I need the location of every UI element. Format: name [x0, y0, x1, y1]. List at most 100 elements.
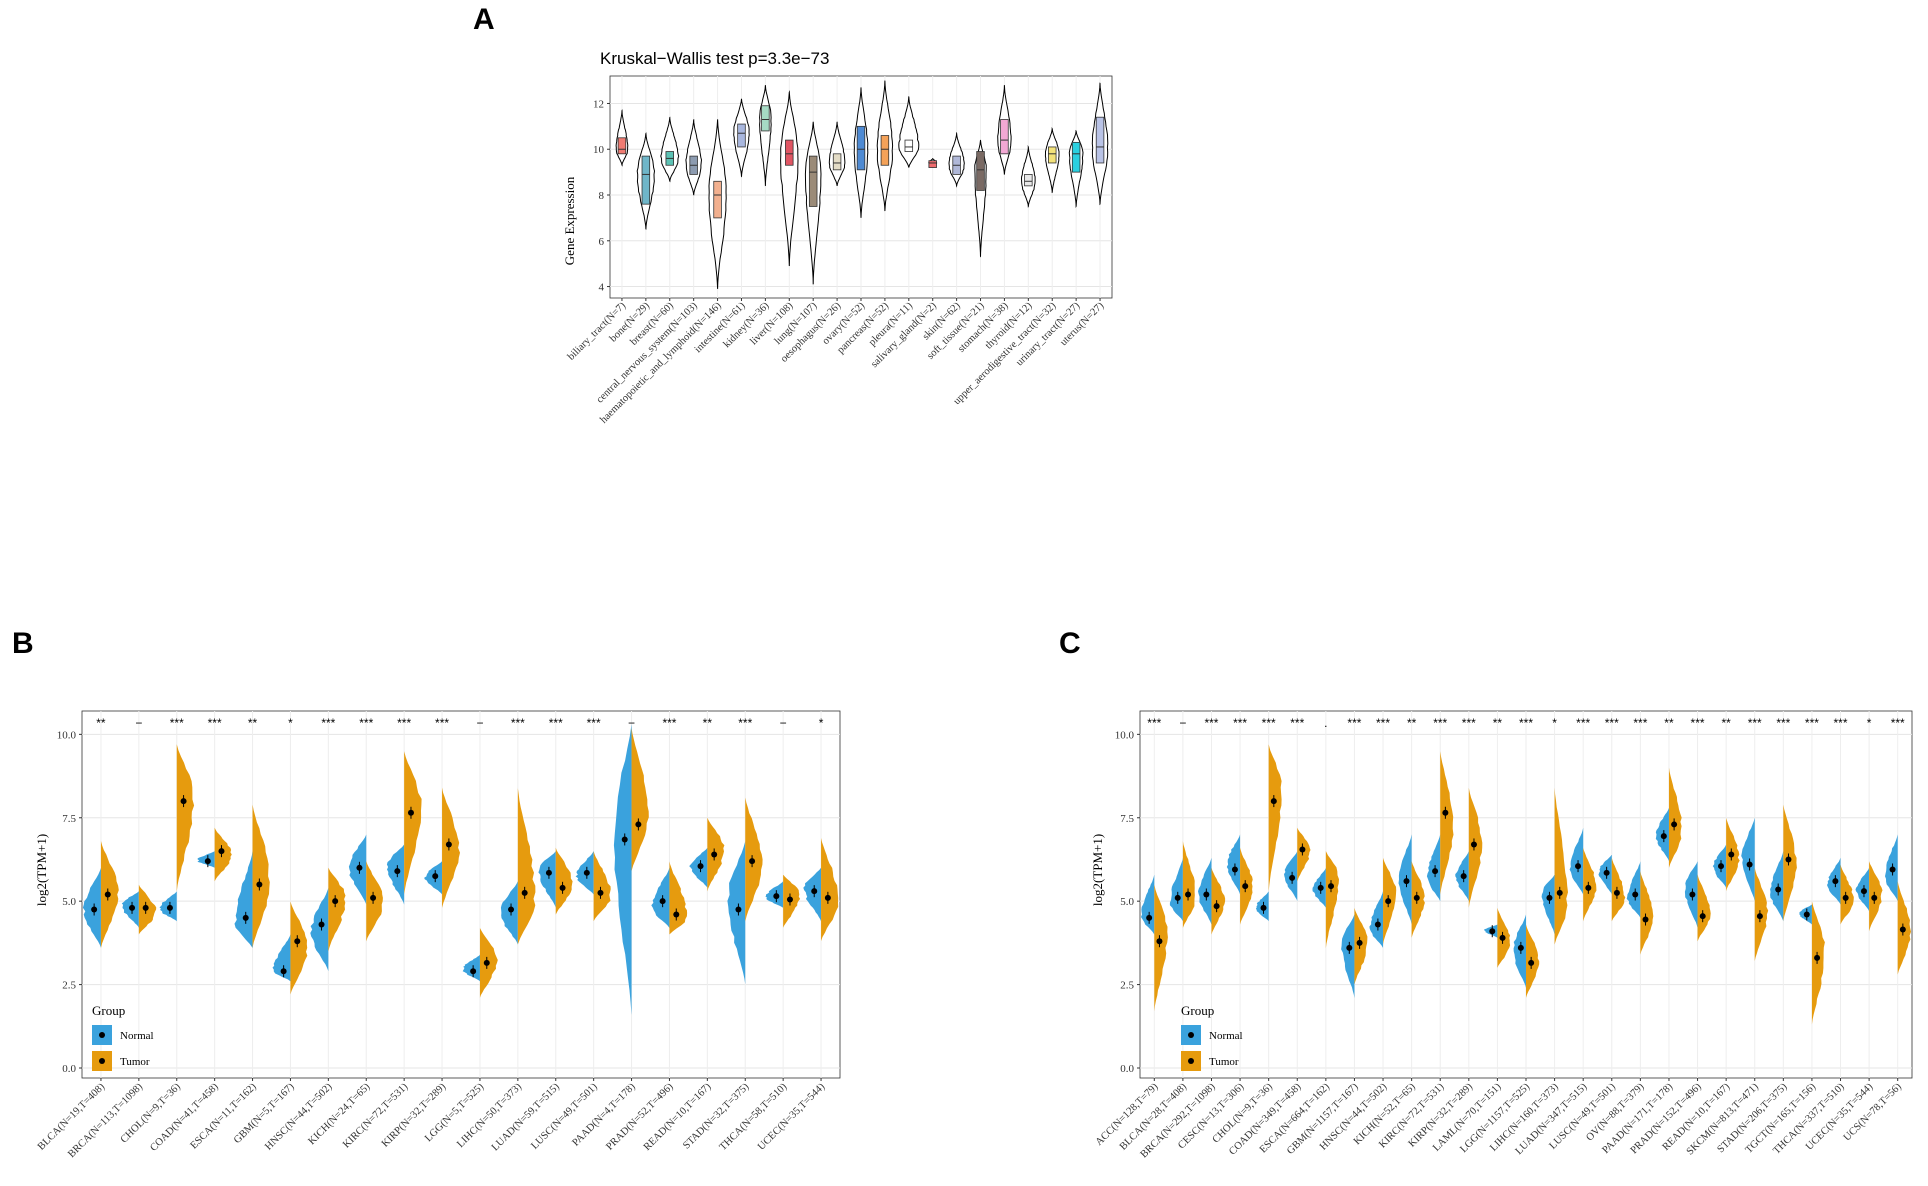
box: [880, 135, 890, 166]
median-point-normal: [280, 968, 287, 975]
box: [904, 139, 914, 152]
significance-label: **: [248, 716, 258, 730]
median-point-tumor: [1785, 856, 1792, 863]
violin-tumor: [404, 751, 422, 895]
median-point-tumor: [559, 884, 566, 891]
violin-tumor: [1354, 907, 1368, 985]
x-tick-label: READ(N=10,T=167): [642, 1081, 714, 1153]
significance-label: ***: [1891, 716, 1905, 730]
significance-label: ***: [435, 716, 449, 730]
violin-normal: [1741, 817, 1755, 902]
median-point-tumor: [597, 889, 604, 896]
median-point-tumor: [294, 938, 301, 945]
significance-label: ***: [397, 716, 411, 730]
median-point-tumor: [332, 898, 339, 905]
violin-normal: [727, 841, 746, 985]
chart-a-title: Kruskal−Wallis test p=3.3e−73: [600, 49, 829, 68]
y-tick-label: 10: [593, 144, 605, 156]
box: [1095, 116, 1105, 164]
chart-b-ylabel: log2(TPM+1): [34, 834, 49, 906]
box: [1048, 146, 1057, 164]
median-point-tumor: [1556, 889, 1563, 896]
median-point-normal: [204, 858, 211, 865]
median-point-tumor: [1756, 913, 1763, 920]
significance-label: **: [96, 716, 106, 730]
y-tick-label: 10.0: [1115, 729, 1135, 741]
median-point-normal: [1432, 868, 1439, 875]
legend: Group Normal Tumor: [92, 1003, 154, 1071]
significance-label: **: [1664, 716, 1674, 730]
median-point-normal: [1803, 911, 1810, 918]
significance-label: ***: [1805, 716, 1819, 730]
median-point-normal: [1460, 873, 1467, 880]
median-point-tumor: [218, 848, 225, 855]
median-point-tumor: [1728, 851, 1735, 858]
y-tick-label: 2.5: [1120, 980, 1134, 992]
median-point-tumor: [1842, 894, 1849, 901]
median-point-normal: [811, 888, 818, 895]
violin-normal: [613, 724, 632, 1015]
median-point-normal: [1775, 886, 1782, 893]
median-point-normal: [1231, 866, 1238, 873]
legend-key-dot: [1188, 1032, 1194, 1038]
violin-normal: [386, 844, 405, 905]
median-point-tumor: [1270, 798, 1277, 805]
box: [1000, 119, 1009, 155]
panel-label-b: B: [12, 627, 34, 660]
box: [785, 139, 794, 166]
legend-label: Normal: [1209, 1030, 1243, 1042]
y-tick-label: 7.5: [62, 813, 76, 825]
violin-normal: [1541, 874, 1555, 935]
median-point-normal: [773, 893, 780, 900]
legend-label: Tumor: [1209, 1056, 1239, 1068]
y-tick-label: 0.0: [1120, 1063, 1134, 1075]
x-tick-label: BLCA(N=19,T=408): [36, 1081, 108, 1153]
significance-label: **: [703, 716, 713, 730]
significance-label: **: [1721, 716, 1731, 730]
significance-label: *: [288, 716, 293, 730]
box: [856, 125, 866, 171]
violin-tumor: [214, 827, 232, 882]
significance-label: ***: [1633, 716, 1647, 730]
chart-c-ylabel: log2(TPM+1): [1090, 834, 1105, 906]
median-point-tumor: [711, 851, 718, 858]
median-point-normal: [735, 906, 742, 913]
violin-tumor: [252, 804, 270, 948]
significance-label: ***: [1576, 716, 1590, 730]
median-point-tumor: [1299, 846, 1306, 853]
median-point-tumor: [1899, 926, 1906, 933]
median-point-normal: [1546, 894, 1553, 901]
significance-label: *: [1552, 716, 1557, 730]
median-point-normal: [545, 869, 552, 876]
violin-tumor: [290, 901, 308, 995]
violin-tumor: [176, 744, 195, 892]
significance-label: ***: [1376, 716, 1390, 730]
violin-tumor: [1811, 901, 1825, 1025]
violin-tumor: [1440, 751, 1454, 895]
x-tick-label: BRCA(N=113,T=1098): [66, 1081, 145, 1160]
violin-tumor: [821, 837, 839, 942]
significance-label: ***: [1290, 716, 1304, 730]
median-point-normal: [1517, 944, 1524, 951]
legend-key-dot: [1188, 1058, 1194, 1064]
median-point-tumor: [142, 904, 149, 911]
significance-label: ***: [1462, 716, 1476, 730]
median-point-normal: [1260, 904, 1267, 911]
significance-label: ***: [1691, 716, 1705, 730]
median-point-tumor: [445, 841, 452, 848]
box: [1024, 174, 1033, 187]
violin-tumor: [1182, 841, 1195, 928]
median-point-normal: [659, 898, 666, 905]
significance-label: ***: [549, 716, 563, 730]
median-point-normal: [508, 906, 515, 913]
violin-tumor: [517, 787, 536, 945]
median-point-normal: [1146, 914, 1153, 921]
significance-label: ***: [511, 716, 525, 730]
box: [617, 137, 627, 155]
x-tick-label: UCEC(N=35,T=544): [756, 1081, 828, 1153]
median-point-normal: [1489, 928, 1496, 935]
violin-tumor: [1154, 884, 1168, 1012]
median-point-tumor: [521, 889, 528, 896]
median-point-tumor: [673, 911, 680, 918]
median-point-tumor: [635, 821, 642, 828]
